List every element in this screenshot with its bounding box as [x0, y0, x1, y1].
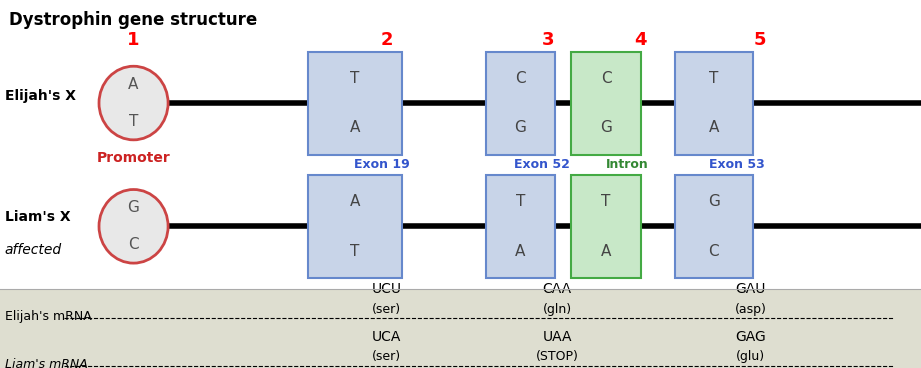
Text: GAG: GAG	[735, 330, 766, 344]
Text: C: C	[708, 244, 719, 259]
Text: Exon 53: Exon 53	[709, 158, 764, 171]
Bar	[0, 289, 921, 368]
Text: CAA: CAA	[542, 282, 572, 296]
Text: A: A	[128, 77, 139, 92]
Text: G: G	[600, 120, 612, 135]
Text: 4: 4	[634, 31, 647, 49]
Text: Exon 19: Exon 19	[355, 158, 410, 171]
Text: Liam's mRNA: Liam's mRNA	[5, 358, 87, 368]
Text: affected: affected	[5, 243, 62, 257]
Text: UCU: UCU	[372, 282, 402, 296]
Text: G: G	[515, 120, 526, 135]
Text: 3: 3	[542, 31, 554, 49]
FancyBboxPatch shape	[571, 52, 640, 155]
Text: A: A	[349, 194, 360, 209]
Text: 1: 1	[127, 31, 140, 49]
FancyBboxPatch shape	[571, 175, 640, 278]
Text: T: T	[516, 194, 525, 209]
Text: C: C	[600, 71, 612, 86]
FancyBboxPatch shape	[486, 52, 554, 155]
Text: T: T	[350, 71, 359, 86]
Text: Liam's X: Liam's X	[5, 210, 70, 224]
Text: A: A	[349, 120, 360, 135]
Text: (STOP): (STOP)	[536, 350, 578, 364]
Text: Dystrophin gene structure: Dystrophin gene structure	[9, 11, 258, 29]
Text: Intron: Intron	[606, 158, 648, 171]
Text: A: A	[515, 244, 526, 259]
Text: UCA: UCA	[372, 330, 402, 344]
FancyBboxPatch shape	[674, 175, 753, 278]
Text: C: C	[515, 71, 526, 86]
Text: (gln): (gln)	[542, 302, 572, 316]
Text: G: G	[708, 194, 719, 209]
Text: Elijah's X: Elijah's X	[5, 89, 76, 103]
Text: Exon 52: Exon 52	[514, 158, 569, 171]
Ellipse shape	[99, 190, 168, 263]
Text: GAU: GAU	[736, 282, 765, 296]
Text: C: C	[128, 237, 139, 252]
Text: (ser): (ser)	[372, 350, 402, 364]
Text: T: T	[129, 114, 138, 129]
Text: Elijah's mRNA: Elijah's mRNA	[5, 310, 91, 323]
Text: G: G	[128, 201, 139, 215]
Text: A: A	[708, 120, 719, 135]
Text: Promoter: Promoter	[97, 151, 170, 165]
FancyBboxPatch shape	[308, 175, 402, 278]
Text: (asp): (asp)	[735, 302, 766, 316]
Text: T: T	[601, 194, 611, 209]
Text: (ser): (ser)	[372, 302, 402, 316]
Text: 2: 2	[380, 31, 393, 49]
Text: UAA: UAA	[542, 330, 572, 344]
FancyBboxPatch shape	[308, 52, 402, 155]
Text: T: T	[709, 71, 718, 86]
FancyBboxPatch shape	[674, 52, 753, 155]
Text: (glu): (glu)	[736, 350, 765, 364]
FancyBboxPatch shape	[486, 175, 554, 278]
Ellipse shape	[99, 66, 168, 140]
Text: A: A	[600, 244, 612, 259]
Bar	[0, 0, 921, 289]
Text: 5: 5	[753, 31, 766, 49]
Text: T: T	[350, 244, 359, 259]
